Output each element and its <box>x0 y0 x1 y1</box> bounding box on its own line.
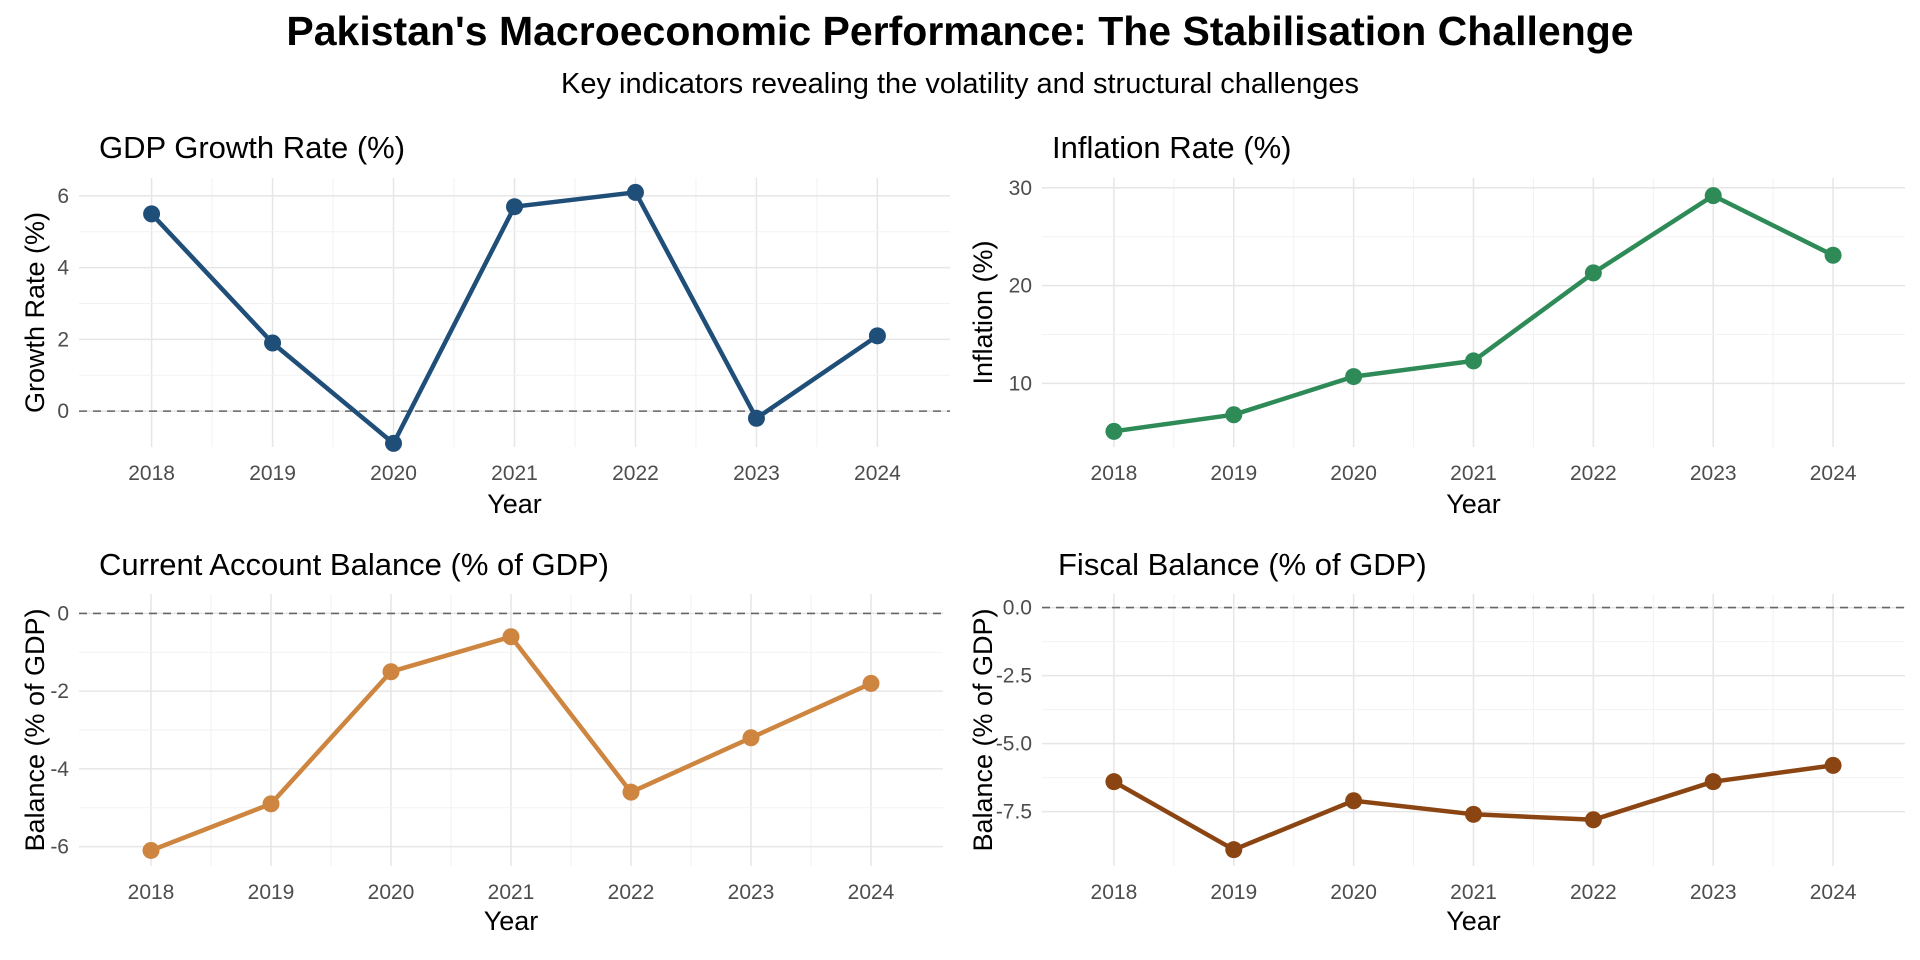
panel-title: Current Account Balance (% of GDP) <box>99 547 609 582</box>
y-tick-label: -5.0 <box>996 733 1032 756</box>
x-tick-label: 2018 <box>1091 881 1138 904</box>
chart-panel-3: -6 -4 -2 0 2018 2019 2020 2021 2022 2023 2024 Curre… <box>20 547 943 936</box>
x-tick-label: 2024 <box>848 881 895 904</box>
x-tick-label: 2024 <box>1810 462 1857 485</box>
data-point <box>262 795 280 813</box>
y-tick-label: -4 <box>50 758 69 781</box>
data-point <box>1824 246 1842 264</box>
data-point <box>1105 773 1123 791</box>
data-point <box>747 409 765 427</box>
x-tick-label: 2022 <box>1570 462 1617 485</box>
panel-title: Inflation Rate (%) <box>1052 130 1292 165</box>
y-axis-label: Inflation (%) <box>968 240 998 384</box>
data-point <box>382 663 400 681</box>
data-point <box>1584 264 1602 282</box>
x-tick-label: 2022 <box>1570 881 1617 904</box>
x-tick-label: 2020 <box>1330 881 1377 904</box>
y-tick-label: 4 <box>57 257 69 280</box>
data-point <box>862 674 880 692</box>
y-axis-label: Growth Rate (%) <box>20 212 50 413</box>
x-axis-label: Year <box>487 489 542 519</box>
data-point <box>502 628 520 646</box>
x-tick-label: 2019 <box>1210 462 1257 485</box>
data-point <box>742 729 760 747</box>
x-tick-label: 2020 <box>1330 462 1377 485</box>
x-axis-label: Year <box>1446 489 1501 519</box>
data-point <box>1465 805 1482 823</box>
page-title: Pakistan's Macroeconomic Performance: Th… <box>286 8 1634 54</box>
y-tick-label: -7.5 <box>996 801 1032 824</box>
data-point <box>1345 368 1363 386</box>
x-tick-label: 2023 <box>1690 462 1737 485</box>
y-tick-label: 2 <box>57 328 69 351</box>
x-tick-label: 2018 <box>128 881 175 904</box>
x-tick-label: 2021 <box>488 881 535 904</box>
y-tick-label: -2.5 <box>996 665 1032 688</box>
data-point <box>506 198 523 216</box>
x-tick-label: 2024 <box>854 462 901 485</box>
data-point <box>1465 352 1482 370</box>
y-tick-label: 0.0 <box>1003 597 1032 620</box>
x-tick-label: 2019 <box>1210 881 1257 904</box>
y-tick-label: 30 <box>1009 177 1032 200</box>
chart-panel-2: 10 20 30 2018 2019 2020 2021 2022 2023 2024 Inflat… <box>968 130 1905 519</box>
data-point <box>1225 406 1243 424</box>
y-tick-label: 6 <box>57 185 69 208</box>
data-point <box>868 327 886 345</box>
data-point <box>1704 773 1722 791</box>
page-subtitle: Key indicators revealing the volatility … <box>561 68 1359 100</box>
chart-panel-1: 0 2 4 6 2018 2019 2020 2021 2022 2023 2024 GDP Grow… <box>20 130 950 519</box>
data-point <box>143 205 161 223</box>
data-point <box>1824 756 1842 774</box>
x-tick-label: 2023 <box>1690 881 1737 904</box>
x-tick-label: 2022 <box>612 462 659 485</box>
x-tick-label: 2021 <box>1450 881 1497 904</box>
y-tick-label: 0 <box>57 400 69 423</box>
x-tick-label: 2023 <box>728 881 775 904</box>
chart-panel-4: -7.5 -5.0 -2.5 0.0 2018 2019 2020 2021 2022 2023 2… <box>968 547 1905 936</box>
y-tick-label: -6 <box>50 836 69 859</box>
x-tick-label: 2019 <box>248 881 295 904</box>
x-tick-label: 2020 <box>368 881 415 904</box>
data-point <box>1584 811 1602 829</box>
data-point <box>1704 187 1722 205</box>
x-tick-label: 2024 <box>1810 881 1857 904</box>
x-tick-label: 2023 <box>733 462 780 485</box>
x-axis-label: Year <box>1446 906 1501 936</box>
x-tick-label: 2020 <box>370 462 417 485</box>
x-tick-label: 2021 <box>1450 462 1497 485</box>
panel-title: GDP Growth Rate (%) <box>99 130 405 165</box>
data-point <box>1225 841 1243 859</box>
y-axis-label: Balance (% of GDP) <box>968 608 998 851</box>
x-tick-label: 2018 <box>128 462 175 485</box>
y-tick-label: 10 <box>1009 372 1032 395</box>
data-point <box>1345 792 1363 810</box>
data-point <box>142 841 160 859</box>
data-point <box>1105 422 1123 440</box>
x-tick-label: 2018 <box>1091 462 1138 485</box>
y-tick-label: 0 <box>57 602 69 625</box>
y-tick-label: -2 <box>50 680 69 703</box>
x-axis-label: Year <box>484 906 539 936</box>
data-point <box>385 434 403 452</box>
y-axis-label: Balance (% of GDP) <box>20 608 50 851</box>
x-tick-label: 2019 <box>249 462 296 485</box>
x-tick-label: 2022 <box>608 881 655 904</box>
data-point <box>622 783 640 801</box>
data-point <box>264 334 282 352</box>
panel-title: Fiscal Balance (% of GDP) <box>1058 547 1427 582</box>
y-tick-label: 20 <box>1009 275 1032 298</box>
data-point <box>626 183 644 201</box>
x-tick-label: 2021 <box>491 462 538 485</box>
